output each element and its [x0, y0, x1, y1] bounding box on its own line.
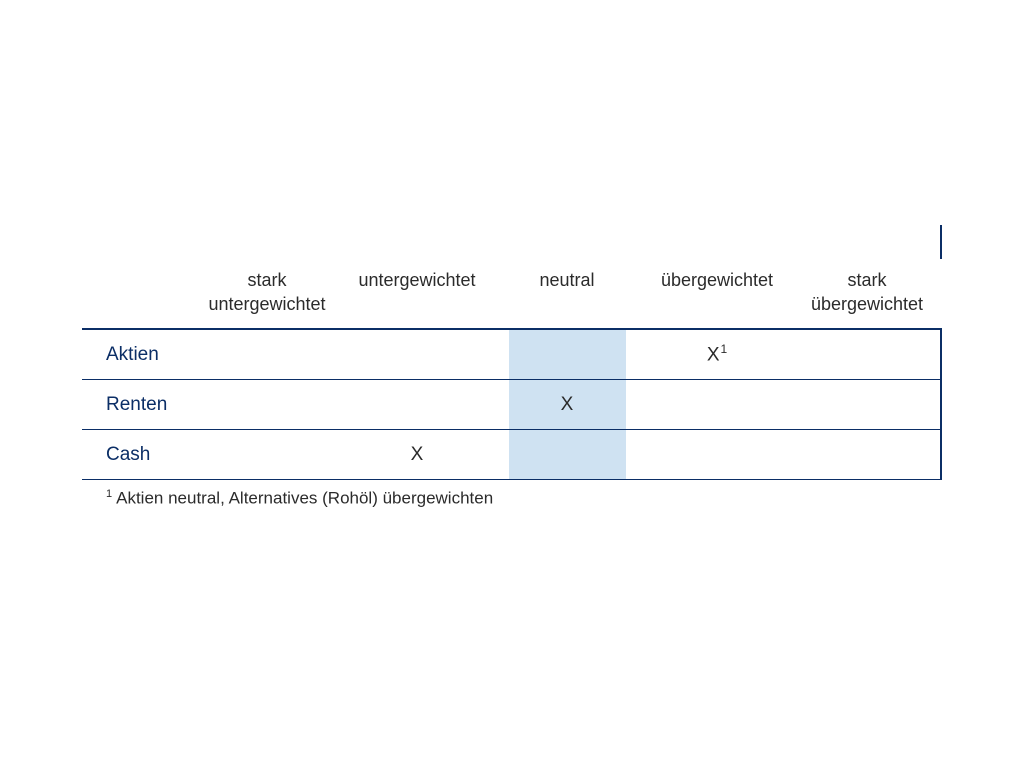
- mark: X: [707, 345, 720, 366]
- footnote-marker: 1: [106, 488, 112, 500]
- footnote-text: Aktien neutral, Alternatives (Rohöl) übe…: [116, 489, 493, 508]
- right-border: [940, 330, 942, 480]
- footnote: 1 Aktien neutral, Alternatives (Rohöl) üb…: [82, 488, 942, 509]
- mark: X: [561, 394, 574, 415]
- allocation-table-container: starkuntergewichtetuntergewichtetneutral…: [82, 259, 942, 508]
- header-empty-cell: [82, 259, 192, 328]
- column-header: neutral: [492, 259, 642, 328]
- table-row: Aktien X1: [82, 330, 942, 380]
- column-header: untergewichtet: [342, 259, 492, 328]
- table-cell: X1: [642, 342, 792, 366]
- right-border-extension: [940, 225, 942, 259]
- column-header: starkuntergewichtet: [192, 259, 342, 328]
- column-header: starkübergewichtet: [792, 259, 942, 328]
- row-label: Cash: [82, 444, 192, 466]
- table-row: Cash X: [82, 430, 942, 480]
- table-cell: X: [342, 444, 492, 466]
- row-label: Renten: [82, 394, 192, 416]
- table-header-row: starkuntergewichtetuntergewichtetneutral…: [82, 259, 942, 330]
- column-header: übergewichtet: [642, 259, 792, 328]
- table-body: AktienX1RentenXCashX: [82, 330, 942, 480]
- mark-superscript: 1: [721, 342, 728, 356]
- table-row: Renten X: [82, 380, 942, 430]
- row-label: Aktien: [82, 344, 192, 366]
- mark: X: [411, 444, 424, 465]
- allocation-table: starkuntergewichtetuntergewichtetneutral…: [82, 259, 942, 480]
- table-cell: X: [492, 394, 642, 416]
